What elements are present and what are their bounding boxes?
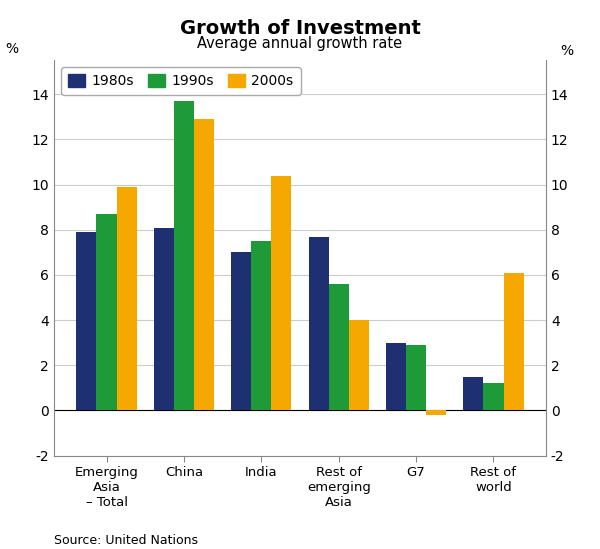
Bar: [231, 253, 251, 411]
Text: Average annual growth rate: Average annual growth rate: [197, 36, 403, 51]
Bar: [194, 119, 214, 411]
Bar: [426, 411, 446, 415]
Bar: [76, 232, 97, 411]
Text: Growth of Investment: Growth of Investment: [179, 19, 421, 38]
Bar: [349, 320, 369, 411]
Bar: [116, 187, 137, 411]
Bar: [154, 227, 174, 411]
Bar: [308, 237, 329, 411]
Bar: [329, 284, 349, 411]
Bar: [484, 383, 503, 411]
Bar: [97, 214, 116, 411]
Text: Source: United Nations: Source: United Nations: [54, 534, 198, 546]
Bar: [503, 273, 524, 411]
Bar: [463, 377, 484, 411]
Bar: [386, 343, 406, 411]
Bar: [251, 241, 271, 411]
Text: %: %: [560, 43, 574, 58]
Text: %: %: [5, 42, 19, 57]
Bar: [174, 101, 194, 411]
Bar: [406, 345, 426, 411]
Bar: [271, 176, 292, 411]
Legend: 1980s, 1990s, 2000s: 1980s, 1990s, 2000s: [61, 68, 301, 95]
